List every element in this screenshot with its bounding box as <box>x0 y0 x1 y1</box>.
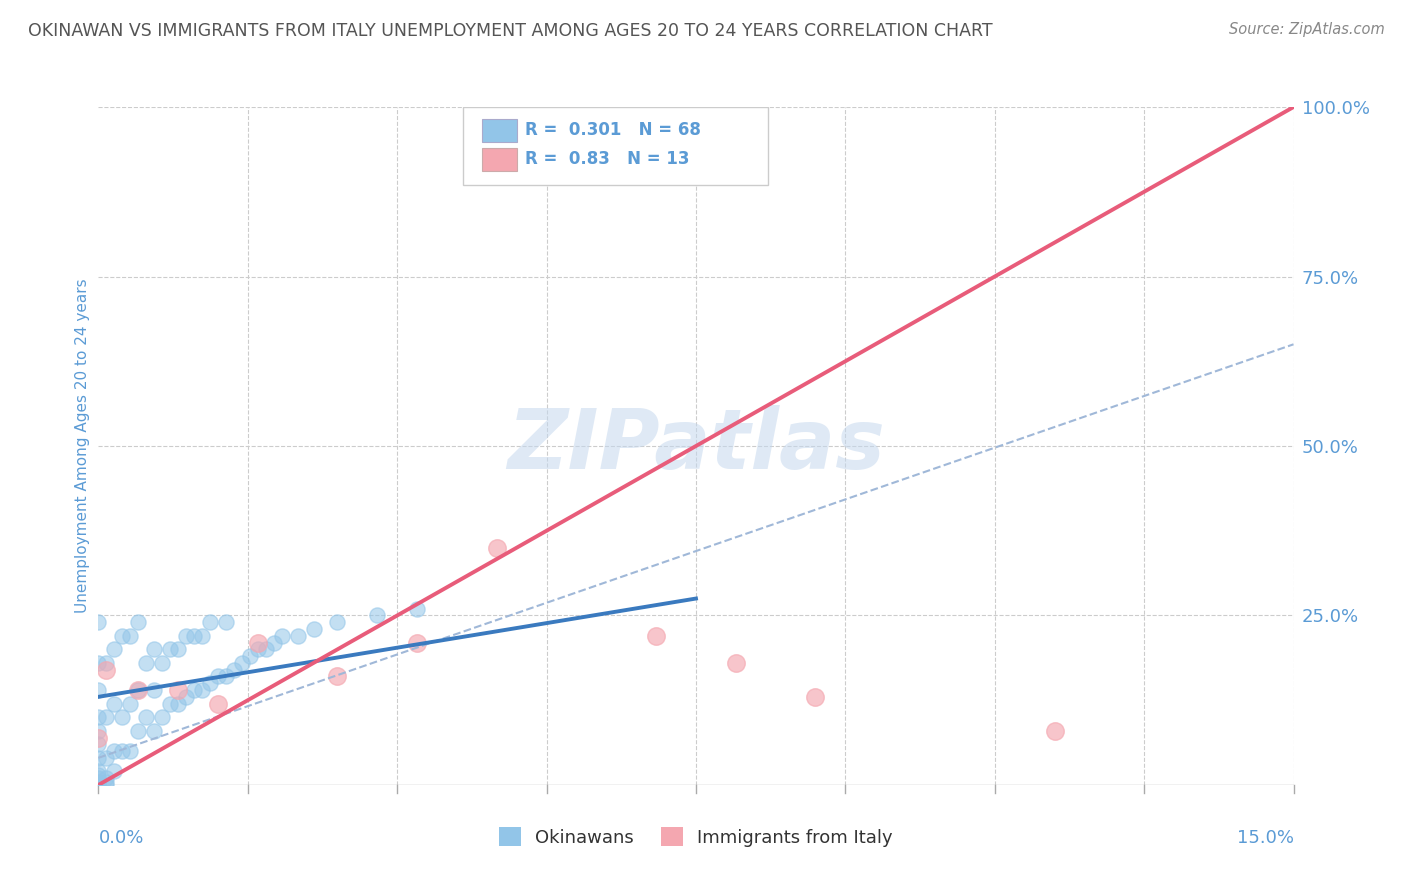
Point <box>167 642 190 657</box>
Point <box>87 751 110 765</box>
Point <box>87 723 110 738</box>
Point <box>120 697 142 711</box>
Point <box>120 744 142 758</box>
Point <box>87 774 110 789</box>
Point <box>87 764 110 779</box>
Point <box>804 690 827 704</box>
Point <box>87 778 110 792</box>
Point <box>207 669 229 683</box>
Point <box>207 697 229 711</box>
Point <box>96 771 118 785</box>
Point <box>167 697 190 711</box>
Legend: Okinawans, Immigrants from Italy: Okinawans, Immigrants from Italy <box>492 820 900 854</box>
Point <box>326 669 349 683</box>
Point <box>87 656 110 670</box>
Point <box>326 615 349 630</box>
Point <box>87 778 110 792</box>
FancyBboxPatch shape <box>482 120 517 143</box>
Point <box>1043 723 1066 738</box>
Point <box>215 669 238 683</box>
Point <box>87 778 110 792</box>
Y-axis label: Unemployment Among Ages 20 to 24 years: Unemployment Among Ages 20 to 24 years <box>75 278 90 614</box>
Point <box>96 774 118 789</box>
Point <box>120 629 142 643</box>
Text: R =  0.83   N = 13: R = 0.83 N = 13 <box>524 150 689 169</box>
Point <box>87 768 110 782</box>
Point <box>87 778 110 792</box>
Point <box>191 683 214 698</box>
Point <box>215 615 238 630</box>
Text: Source: ZipAtlas.com: Source: ZipAtlas.com <box>1229 22 1385 37</box>
Point <box>198 615 221 630</box>
Point <box>87 737 110 751</box>
Point <box>239 649 262 664</box>
Point <box>135 656 157 670</box>
Point <box>87 615 110 630</box>
Point <box>167 683 190 698</box>
Point <box>111 744 134 758</box>
Point <box>135 710 157 724</box>
Point <box>198 676 221 690</box>
Text: OKINAWAN VS IMMIGRANTS FROM ITALY UNEMPLOYMENT AMONG AGES 20 TO 24 YEARS CORRELA: OKINAWAN VS IMMIGRANTS FROM ITALY UNEMPL… <box>28 22 993 40</box>
Text: ZIPatlas: ZIPatlas <box>508 406 884 486</box>
Point <box>406 635 429 649</box>
Text: 0.0%: 0.0% <box>98 829 143 847</box>
Point <box>127 683 149 698</box>
Point <box>231 656 253 670</box>
Point <box>127 615 149 630</box>
Point <box>183 683 205 698</box>
Point <box>87 683 110 698</box>
Point <box>87 731 110 745</box>
Point <box>111 629 134 643</box>
Point <box>246 642 269 657</box>
Point <box>96 778 118 792</box>
Point <box>143 642 166 657</box>
Point <box>222 663 245 677</box>
Point <box>96 663 118 677</box>
Point <box>263 635 285 649</box>
Point <box>103 642 125 657</box>
Point <box>96 656 118 670</box>
Point <box>270 629 292 643</box>
Point <box>103 764 125 779</box>
Point <box>287 629 309 643</box>
Point <box>96 710 118 724</box>
Point <box>174 690 197 704</box>
Point <box>302 622 325 636</box>
Point <box>159 642 181 657</box>
Point <box>111 710 134 724</box>
Point <box>150 710 173 724</box>
Point <box>159 697 181 711</box>
Point <box>143 723 166 738</box>
Point <box>96 751 118 765</box>
Point <box>183 629 205 643</box>
Point <box>485 541 508 555</box>
Point <box>246 635 269 649</box>
Point <box>87 710 110 724</box>
Text: R =  0.301   N = 68: R = 0.301 N = 68 <box>524 121 702 139</box>
Point <box>366 608 388 623</box>
Point <box>127 683 149 698</box>
Text: 15.0%: 15.0% <box>1236 829 1294 847</box>
FancyBboxPatch shape <box>463 107 768 185</box>
Point <box>103 697 125 711</box>
Point <box>645 629 668 643</box>
Point <box>150 656 173 670</box>
Point <box>406 601 429 615</box>
Point <box>87 771 110 785</box>
FancyBboxPatch shape <box>482 148 517 171</box>
Point <box>724 656 747 670</box>
Point <box>254 642 277 657</box>
Point <box>143 683 166 698</box>
Point <box>103 744 125 758</box>
Point <box>191 629 214 643</box>
Point <box>127 723 149 738</box>
Point <box>174 629 197 643</box>
